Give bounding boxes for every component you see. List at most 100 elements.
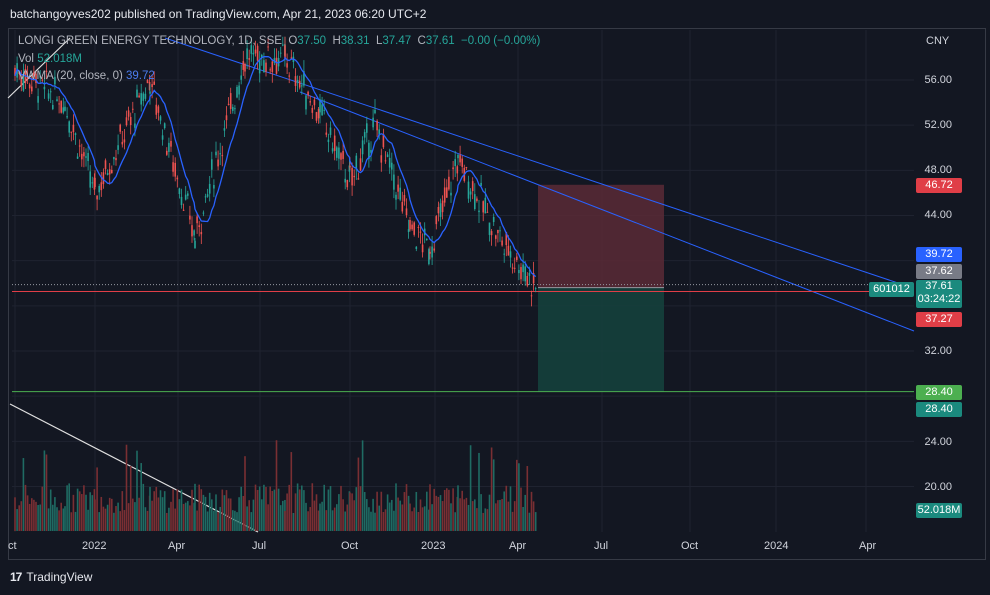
volume-bar [401,504,404,531]
time-tick: Apr [168,540,186,552]
volume-bar [236,512,238,531]
footer-brand[interactable]: 17 TradingView [10,570,92,584]
candle-body [315,112,318,121]
candle-body [298,80,301,88]
volume-bar [518,463,520,531]
candle-body [419,231,422,233]
volume-bar [119,511,121,531]
brand-name: TradingView [26,570,93,584]
volume-bar [62,508,65,531]
volume-bar [368,507,370,531]
volume-bar [39,504,41,531]
volume-bar [399,500,401,531]
chart-frame[interactable] [8,28,986,560]
candle-body [288,75,290,77]
candle-body [163,123,166,129]
volume-bar [317,510,320,531]
candle-body [54,76,56,85]
volume-bar [344,511,346,531]
volume-bar [221,489,224,531]
publisher-header: batchangoyves202 published on TradingVie… [0,0,990,28]
candle-body [232,107,234,111]
candle-body [336,147,338,158]
candle-body [501,240,503,246]
candle-body [301,85,303,87]
stop-loss-zone [538,184,664,288]
candle-body [497,229,499,234]
candle-body [263,60,265,73]
candle-body [211,159,213,170]
volume-bar [311,483,314,531]
candle-body [520,267,522,280]
candle-body [151,84,153,88]
volume-bar [463,499,466,531]
volume-bar [492,459,495,531]
volume-bar [60,502,62,531]
volume-bar [94,499,96,531]
candle-body [217,159,219,167]
candle-body [524,266,526,282]
candle-body [106,173,109,176]
candle-body [313,99,316,106]
candle-body [507,245,510,256]
volume-bar [431,504,433,531]
candle-body [140,93,142,105]
candle-body [161,135,164,140]
volume-bar [194,483,196,531]
candle-body [355,155,358,170]
candle-body [198,225,200,227]
volume-bar [132,498,134,531]
candle-body [393,174,395,190]
volume-bar [263,484,265,531]
candle-body [37,96,39,103]
candle-body [142,93,145,101]
candle-body [284,45,286,59]
candle-body [102,172,105,185]
volume-bar [26,495,29,531]
candle-body [503,253,505,255]
candle-body [495,235,497,239]
volume-bar [532,501,535,531]
vwma-legend[interactable]: VWMA (20, close, 0) 39.72 [18,70,155,82]
volume-bar [125,444,128,531]
candle-body [125,117,128,126]
candle-body [511,267,514,269]
volume-bar [505,485,508,531]
price-tick: 32.00 [924,345,952,357]
candle-body [176,177,179,180]
volume-bar [229,498,232,531]
open-value: 37.50 [297,35,327,47]
candle-body [309,101,311,103]
volume-bar [196,510,198,531]
volume-bar [346,504,349,531]
volume-bar [170,501,172,531]
volume-bar [303,490,305,531]
volume-bar [534,512,537,531]
candle-body [213,185,215,189]
trend-line-top-left [7,37,71,99]
volume-legend[interactable]: Vol 52.018M [18,53,82,65]
volume-bar [161,497,164,531]
candle-body [499,230,501,232]
time-tick: 2024 [764,540,789,552]
candle-body [191,225,193,237]
candle-body [346,179,349,188]
vwma-line [14,55,537,278]
currency-label: CNY [926,35,950,47]
candle-body [344,178,346,183]
candle-body [119,124,121,132]
volume-bar [267,504,269,531]
target-price-badge: 28.40 [916,402,962,417]
candle-body [43,86,46,90]
symbol-legend[interactable]: LONGI GREEN ENERGY TECHNOLOGY, 1D, SSE O… [18,35,541,47]
volume-bar [467,504,470,531]
vwma-value: 39.72 [126,70,155,82]
volume-bar [395,483,397,531]
volume-bar [246,506,248,531]
candle-body [20,76,23,86]
volume-bar [457,485,459,531]
volume-bar [513,501,516,531]
volume-bar [530,491,533,531]
candle-body [121,141,124,145]
